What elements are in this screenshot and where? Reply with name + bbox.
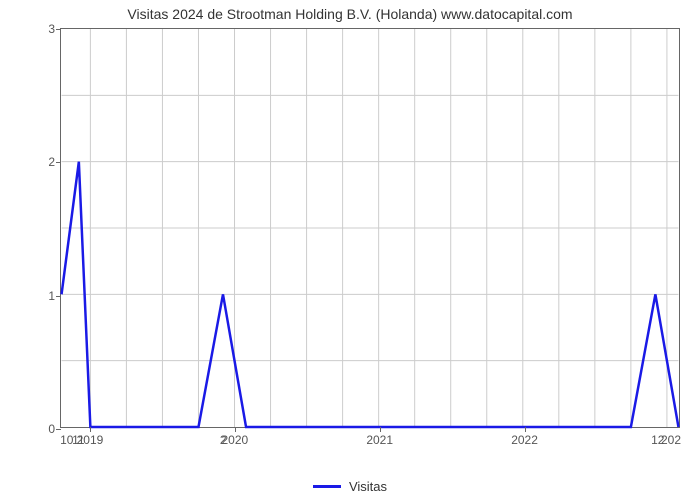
y-tick-label: 3 [48, 22, 55, 36]
plot-svg [61, 29, 679, 427]
legend: Visitas [0, 479, 700, 494]
x-tick-mark [90, 427, 91, 432]
chart-container: Visitas 2024 de Strootman Holding B.V. (… [0, 0, 700, 500]
value-label: 2 [220, 433, 227, 447]
x-tick-label: 2021 [366, 433, 393, 447]
y-tick-mark [56, 162, 61, 163]
x-tick-mark [235, 427, 236, 432]
legend-label: Visitas [349, 479, 387, 494]
legend-swatch [313, 485, 341, 488]
x-tick-label: 2022 [511, 433, 538, 447]
y-tick-label: 2 [48, 155, 55, 169]
plot-area: 012320192020202120222021011212 [60, 28, 680, 428]
y-tick-label: 1 [48, 289, 55, 303]
value-label: 11 [72, 433, 84, 447]
y-tick-mark [56, 29, 61, 30]
y-tick-label: 0 [48, 422, 55, 436]
x-tick-mark [380, 427, 381, 432]
chart-title: Visitas 2024 de Strootman Holding B.V. (… [0, 6, 700, 22]
y-tick-mark [56, 296, 61, 297]
value-label: 12 [651, 433, 664, 447]
y-tick-mark [56, 429, 61, 430]
x-tick-mark [525, 427, 526, 432]
